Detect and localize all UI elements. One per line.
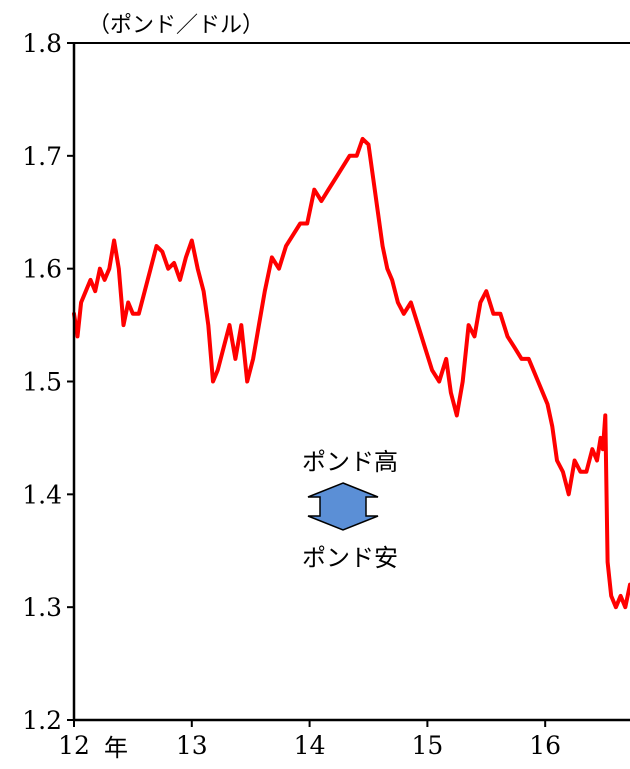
x-year-suffix: 年 xyxy=(104,734,128,762)
x-tick-label: 13 xyxy=(176,731,208,760)
y-tick-label: 1.3 xyxy=(22,593,62,622)
gbp-usd-line xyxy=(72,136,630,610)
double-arrow-icon xyxy=(307,482,379,531)
y-tick-label: 1.4 xyxy=(22,480,62,509)
direction-annotation: ポンド高 ポンド安 xyxy=(302,448,398,572)
x-tick-label: 15 xyxy=(411,731,443,760)
x-tick-label: 12 xyxy=(58,731,90,760)
pound-weak-label: ポンド安 xyxy=(302,544,398,572)
y-tick-label: 1.6 xyxy=(22,255,62,284)
y-tick-label: 1.7 xyxy=(22,142,62,171)
y-unit-label: （ポンド／ドル） xyxy=(88,13,264,38)
y-tick-label: 1.8 xyxy=(22,29,62,58)
pound-strong-label: ポンド高 xyxy=(302,448,398,476)
x-tick-label: 14 xyxy=(294,731,326,760)
x-axis-ticks: 12 年 13 14 15 16 xyxy=(58,720,561,762)
x-tick-label: 16 xyxy=(529,731,561,760)
y-axis-ticks: 1.2 1.3 1.4 1.5 1.6 1.7 1.8 xyxy=(22,29,74,735)
y-tick-label: 1.2 xyxy=(22,706,62,735)
y-tick-label: 1.5 xyxy=(22,368,62,397)
